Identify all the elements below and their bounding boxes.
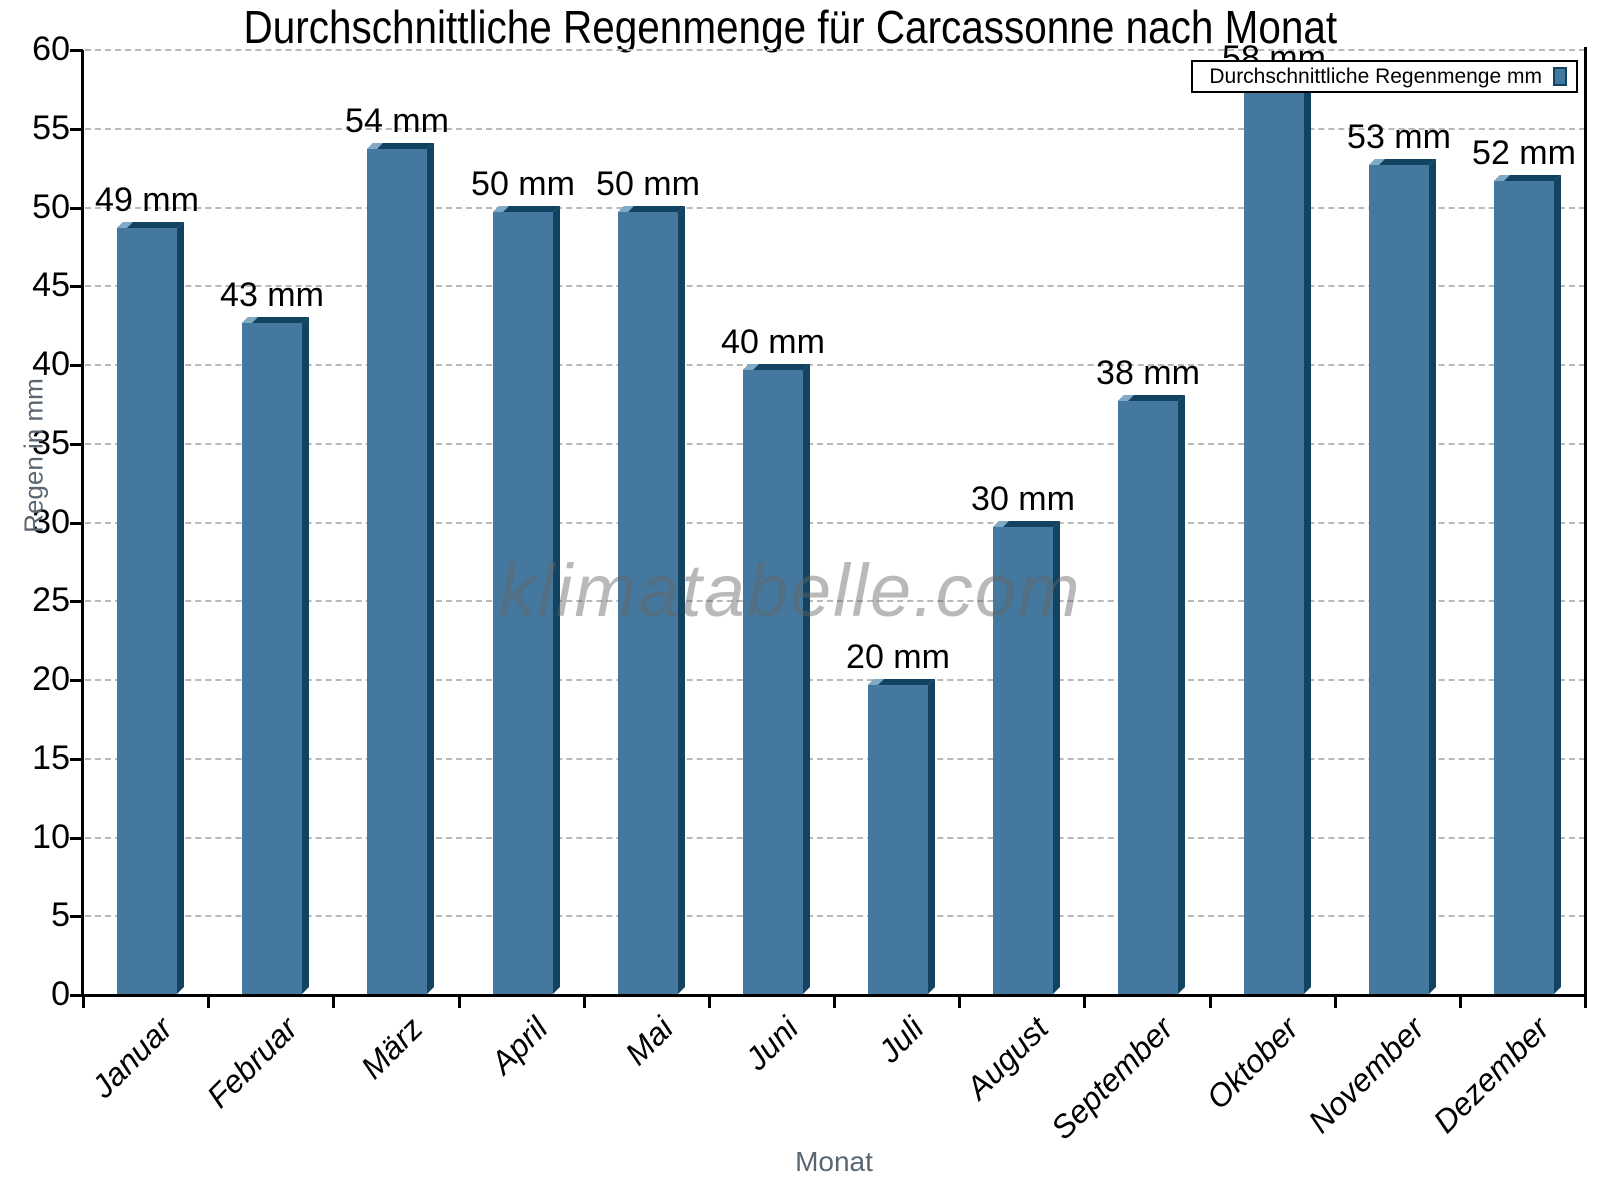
x-tick-label-Juli: Juli bbox=[870, 1010, 931, 1070]
gridline-y-50 bbox=[85, 206, 1585, 209]
x-tick-label-Dezember: Dezember bbox=[1426, 1010, 1556, 1140]
x-tick-label-August: August bbox=[959, 1010, 1056, 1106]
y-tick-label-50: 50 bbox=[32, 187, 70, 226]
x-tick-8 bbox=[1083, 995, 1087, 1008]
x-tick-label-März: März bbox=[353, 1010, 430, 1086]
gridline-y-60 bbox=[85, 49, 1585, 51]
bar-September bbox=[1118, 395, 1185, 994]
x-tick-label-April: April bbox=[483, 1010, 555, 1081]
plot-right-border bbox=[1584, 47, 1587, 996]
bar-value-label-Juli: 20 mm bbox=[846, 638, 950, 676]
y-tick-55 bbox=[70, 127, 83, 131]
y-tick-60 bbox=[70, 49, 83, 52]
x-tick-6 bbox=[833, 995, 836, 1008]
x-tick-1 bbox=[207, 995, 211, 1008]
x-tick-12 bbox=[1584, 995, 1587, 1008]
x-tick-0 bbox=[82, 995, 85, 1008]
x-tick-5 bbox=[707, 995, 711, 1008]
y-tick-40 bbox=[70, 364, 83, 367]
x-tick-10 bbox=[1333, 995, 1337, 1008]
y-tick-label-35: 35 bbox=[32, 423, 70, 462]
x-tick-3 bbox=[457, 995, 461, 1008]
x-tick-label-Juni: Juni bbox=[737, 1010, 805, 1077]
bar-value-label-Mai: 50 mm bbox=[596, 165, 700, 203]
x-axis-line bbox=[70, 994, 1587, 997]
gridline-y-25 bbox=[85, 600, 1585, 603]
y-tick-label-45: 45 bbox=[32, 266, 70, 305]
y-tick-50 bbox=[70, 206, 83, 210]
bar-value-label-April: 50 mm bbox=[471, 165, 575, 203]
x-axis-title: Monat bbox=[795, 1146, 873, 1177]
x-tick-11 bbox=[1458, 995, 1462, 1008]
y-tick-label-25: 25 bbox=[32, 581, 70, 620]
gridline-y-35 bbox=[85, 442, 1585, 445]
gridline-y-40 bbox=[85, 364, 1585, 366]
bar-Januar bbox=[117, 222, 184, 994]
y-tick-10 bbox=[70, 836, 83, 840]
gridline-y-20 bbox=[85, 679, 1585, 681]
bar-Mai bbox=[618, 206, 685, 994]
y-tick-label-60: 60 bbox=[32, 30, 70, 68]
x-tick-label-Februar: Februar bbox=[199, 1010, 305, 1115]
y-tick-5 bbox=[70, 915, 83, 919]
y-tick-label-40: 40 bbox=[32, 345, 70, 383]
y-tick-35 bbox=[70, 442, 83, 446]
bar-Oktober bbox=[1244, 80, 1311, 994]
x-tick-label-September: September bbox=[1044, 1010, 1181, 1147]
x-tick-label-November: November bbox=[1300, 1010, 1431, 1140]
y-tick-label-55: 55 bbox=[32, 108, 70, 147]
bar-April bbox=[493, 206, 560, 994]
y-tick-20 bbox=[70, 679, 83, 682]
x-tick-label-Mai: Mai bbox=[617, 1010, 680, 1072]
x-tick-label-Januar: Januar bbox=[84, 1010, 180, 1105]
bar-value-label-Februar: 43 mm bbox=[220, 276, 324, 314]
bar-Juli bbox=[868, 679, 935, 994]
x-tick-9 bbox=[1208, 995, 1212, 1008]
y-tick-45 bbox=[70, 285, 83, 289]
gridline-y-10 bbox=[85, 836, 1585, 839]
y-tick-label-30: 30 bbox=[32, 502, 70, 541]
y-tick-label-0: 0 bbox=[51, 975, 70, 1013]
bar-value-label-August: 30 mm bbox=[971, 480, 1075, 518]
y-tick-label-15: 15 bbox=[32, 738, 70, 777]
gridline-y-55 bbox=[85, 127, 1585, 130]
x-tick-label-Oktober: Oktober bbox=[1199, 1010, 1306, 1116]
x-tick-7 bbox=[958, 995, 962, 1008]
bar-August bbox=[993, 521, 1060, 994]
gridline-y-15 bbox=[85, 757, 1585, 760]
x-tick-2 bbox=[332, 995, 336, 1008]
bar-value-label-Januar: 49 mm bbox=[95, 181, 199, 219]
bar-value-label-September: 38 mm bbox=[1096, 354, 1200, 392]
y-tick-label-20: 20 bbox=[32, 660, 70, 698]
bar-value-label-März: 54 mm bbox=[345, 102, 449, 140]
x-tick-4 bbox=[582, 995, 586, 1008]
bar-Juni bbox=[743, 364, 810, 994]
y-axis-title: Regen in mm bbox=[18, 378, 49, 533]
gridline-y-45 bbox=[85, 285, 1585, 288]
legend: Durchschnittliche Regenmenge mm bbox=[1191, 60, 1578, 93]
gridline-y-30 bbox=[85, 521, 1585, 524]
y-tick-label-5: 5 bbox=[51, 896, 70, 935]
y-tick-15 bbox=[70, 757, 83, 761]
gridline-y-5 bbox=[85, 915, 1585, 918]
y-tick-25 bbox=[70, 600, 83, 604]
bar-November bbox=[1369, 159, 1436, 994]
legend-swatch-icon bbox=[1553, 67, 1567, 86]
y-tick-0 bbox=[70, 994, 83, 997]
bar-Dezember bbox=[1494, 175, 1561, 994]
y-tick-label-10: 10 bbox=[32, 817, 70, 856]
chart-title: Durchschnittliche Regenmenge für Carcass… bbox=[243, 1, 1337, 53]
bar-value-label-Dezember: 52 mm bbox=[1472, 134, 1576, 172]
legend-label: Durchschnittliche Regenmenge mm bbox=[1209, 64, 1542, 88]
bar-März bbox=[367, 143, 434, 994]
bar-value-label-Juni: 40 mm bbox=[721, 323, 825, 361]
bar-Februar bbox=[242, 317, 309, 994]
y-tick-30 bbox=[70, 521, 83, 525]
bar-value-label-November: 53 mm bbox=[1347, 118, 1451, 156]
